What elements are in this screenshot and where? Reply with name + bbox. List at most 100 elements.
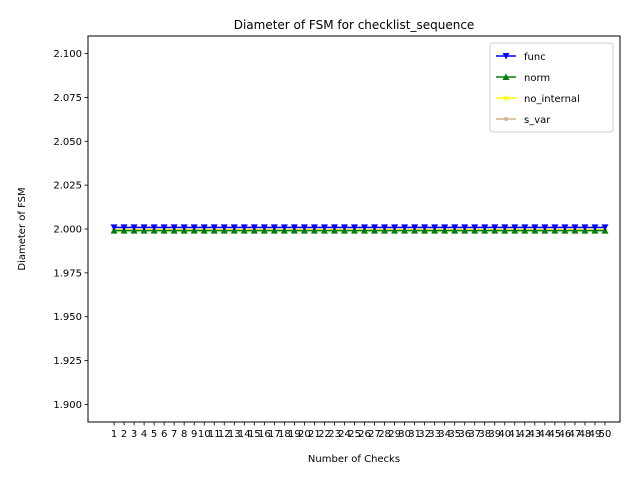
y-tick-label: 1.900 [53,400,82,411]
data-point [300,224,308,231]
data-point [130,224,138,231]
x-tick-label: 48 [579,429,592,440]
chart-title: Diameter of FSM for checklist_sequence [234,18,475,32]
data-point [381,224,389,231]
x-tick-label: 37 [468,429,481,440]
data-point [491,224,499,231]
legend: func norm no_internal s_var [489,42,614,133]
y-tick-label: 1.925 [53,356,82,367]
data-point [170,224,178,231]
data-point [411,224,419,231]
data-point [561,224,569,231]
data-point [210,224,218,231]
y-tick-label: 2.075 [53,93,82,104]
x-tick-label: 30 [398,429,411,440]
y-tick-label: 2.025 [53,181,82,192]
x-tick-label: 33 [428,429,441,440]
legend-box [489,42,614,133]
x-tick-label: 18 [278,429,291,440]
x-tick-label: 35 [448,429,461,440]
x-tick-label: 40 [498,429,511,440]
x-axis-label: Number of Checks [308,454,400,465]
x-tick-label: 1 [111,429,117,440]
x-tick-label: 39 [488,429,501,440]
x-tick-label: 45 [549,429,562,440]
x-tick-label: 19 [288,429,301,440]
data-point [180,224,188,231]
x-tick-label: 38 [478,429,491,440]
x-tick-label: 10 [198,429,211,440]
y-tick-label: 2.050 [53,137,82,148]
data-point [220,224,228,231]
data-point [531,224,539,231]
x-tick-label: 44 [538,429,551,440]
x-tick-label: 32 [418,429,431,440]
data-point [160,224,168,231]
x-tick-label: 14 [238,429,251,440]
data-point [441,224,449,231]
x-tick-label: 5 [151,429,157,440]
x-tick-label: 26 [358,429,371,440]
legend-item-s-var: s_var [496,115,551,126]
x-tick-label: 25 [348,429,361,440]
data-point [120,224,128,231]
x-tick-label: 47 [569,429,582,440]
x-tick-label: 46 [559,429,572,440]
x-tick-label: 7 [171,429,177,440]
x-tick-label: 31 [408,429,421,440]
x-tick-label: 23 [328,429,341,440]
data-point [591,224,599,231]
legend-label: func [524,52,546,63]
x-tick-label: 29 [388,429,401,440]
y-tick-label: 1.975 [53,268,82,279]
y-axis: 1.900 1.925 1.950 1.975 2.000 2.025 2.050 2.075… [53,49,88,411]
data-point [421,224,429,231]
legend-marker [502,53,510,60]
x-tick-label: 28 [378,429,391,440]
data-point [511,224,519,231]
legend-label: s_var [524,115,551,126]
data-point [391,224,399,231]
x-tick-label: 24 [338,429,351,440]
x-tick-label: 12 [218,429,231,440]
x-tick-label: 16 [258,429,271,440]
data-point [250,224,258,231]
legend-item-norm: norm [496,73,550,84]
x-tick-label: 2 [121,429,127,440]
series-func [110,224,609,231]
x-axis: 1 2 3 4 5 6 7 8 9 1011121314151617181920212223242… [111,422,611,440]
x-tick-label: 27 [368,429,381,440]
x-tick-label: 13 [228,429,241,440]
x-tick-label: 17 [268,429,281,440]
data-point [361,224,369,231]
legend-marker [504,117,508,121]
data-point [521,224,529,231]
legend-item-no-internal: no_internal [496,94,580,105]
data-point [240,224,248,231]
data-point [260,224,268,231]
data-point [371,224,379,231]
data-point [481,224,489,231]
data-point [280,224,288,231]
x-tick-label: 34 [438,429,451,440]
data-point [320,224,328,231]
legend-marker [502,94,510,101]
data-point [190,224,198,231]
x-tick-label: 3 [131,429,137,440]
x-tick-label: 43 [528,429,541,440]
x-tick-label: 4 [141,429,147,440]
x-tick-label: 49 [589,429,602,440]
data-point [541,224,549,231]
data-point [451,224,459,231]
x-tick-label: 20 [298,429,311,440]
data-point [270,224,278,231]
x-tick-label: 21 [308,429,321,440]
x-tick-label: 9 [191,429,197,440]
data-point [581,224,589,231]
x-tick-label: 6 [161,429,167,440]
data-point [601,224,609,231]
data-point [330,224,338,231]
data-point [551,224,559,231]
legend-item-func: func [496,52,546,63]
x-tick-label: 41 [508,429,521,440]
